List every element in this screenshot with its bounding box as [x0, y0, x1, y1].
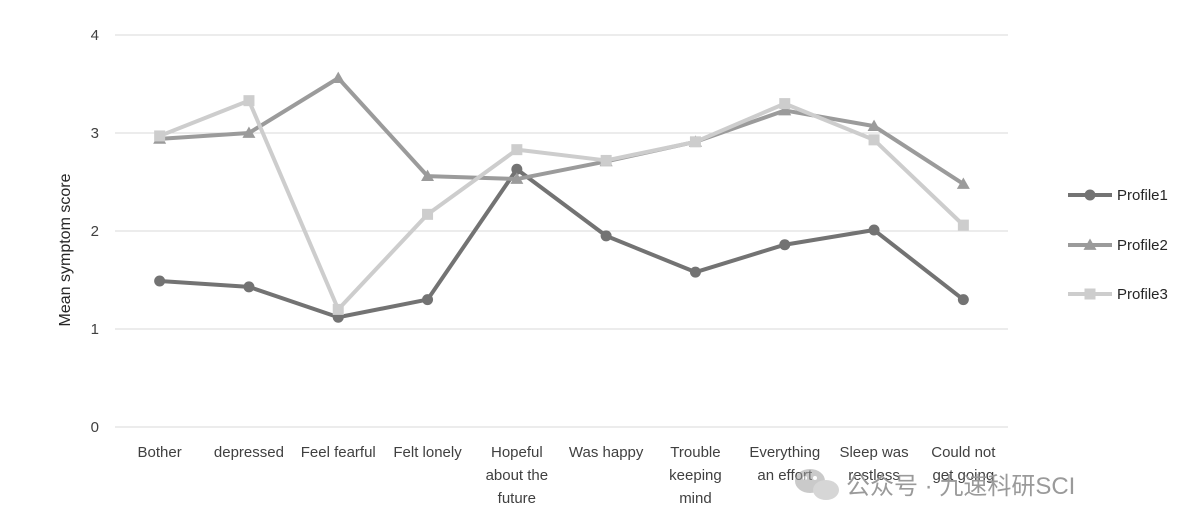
data-point-profile3 [957, 219, 969, 231]
x-category-line: get going [932, 467, 994, 484]
x-category-line: keeping [669, 467, 722, 484]
x-category-line: Could not [931, 444, 996, 461]
legend-label: Profile2 [1117, 237, 1168, 254]
data-point-profile3 [511, 144, 523, 156]
series-lines [158, 76, 965, 320]
legend-label: Profile1 [1117, 187, 1168, 204]
data-point-profile2 [331, 71, 345, 83]
x-category-label: Trouble keeping mind [669, 444, 722, 507]
x-category-line: mind [679, 490, 712, 507]
legend-item-profile1: Profile1 [1068, 187, 1168, 204]
data-point-profile1 [154, 275, 166, 287]
x-category-label: Sleep was restless [839, 444, 908, 484]
data-point-profile3 [332, 303, 344, 315]
data-point-profile3 [779, 98, 791, 110]
x-axis-categories: Bother depressed Feel fearful Felt lonely Ho… [138, 444, 997, 507]
data-point-profile3 [422, 208, 434, 220]
x-category-label: Could not get going [931, 444, 996, 484]
legend-label: Profile3 [1117, 286, 1168, 303]
data-point-profile3 [868, 134, 880, 146]
x-category-line: restless [848, 467, 900, 484]
watermark-text: 公众号 · 九速科研SCI [846, 473, 1075, 500]
watermark: 公众号 · 九速科研SCI [795, 469, 1075, 500]
x-category-line: Everything [749, 444, 820, 461]
x-category-label: depressed [214, 444, 284, 461]
data-point-profile1 [422, 294, 434, 306]
x-category-line: Hopeful [491, 444, 543, 461]
data-point-profile2 [956, 177, 970, 189]
y-tick-label: 0 [91, 419, 99, 436]
x-category-line: future [498, 490, 536, 507]
data-point-profile2 [778, 103, 792, 116]
data-point-profile1 [243, 281, 255, 293]
series-line-profile2 [159, 76, 965, 186]
data-point-profile3 [600, 154, 612, 166]
data-point-profile3 [243, 95, 255, 107]
x-category-label: Was happy [569, 444, 644, 461]
y-tick-label: 4 [91, 27, 99, 44]
series-markers [153, 71, 970, 323]
legend: Profile1 Profile2 Profile3 [1068, 187, 1168, 303]
legend-swatch-marker [1083, 238, 1097, 250]
data-point-profile2 [421, 169, 435, 181]
data-point-profile1 [868, 224, 880, 236]
legend-item-profile3: Profile3 [1068, 286, 1168, 303]
x-category-line: Bother [138, 444, 182, 461]
data-point-profile1 [600, 230, 612, 242]
x-category-line: about the [486, 467, 549, 484]
y-axis-label: Mean symptom score [57, 173, 74, 326]
data-point-profile2 [867, 119, 881, 132]
series-line-profile1 [159, 167, 965, 320]
data-point-profile1 [957, 294, 969, 306]
data-point-profile1 [779, 239, 791, 251]
legend-item-profile2: Profile2 [1068, 237, 1168, 254]
data-point-profile1 [511, 163, 523, 175]
x-category-label: Bother [138, 444, 182, 461]
x-category-line: Was happy [569, 444, 644, 461]
data-point-profile2 [510, 172, 524, 184]
y-tick-label: 1 [91, 321, 99, 338]
x-category-label: Hopeful about the future [486, 444, 549, 507]
legend-swatch-marker [1084, 189, 1096, 201]
data-point-profile3 [689, 136, 701, 148]
x-category-label: Felt lonely [393, 444, 462, 461]
legend-swatch-marker [1084, 288, 1096, 300]
x-category-line: Felt lonely [393, 444, 462, 461]
y-tick-label: 2 [91, 223, 99, 240]
x-category-line: Sleep was [839, 444, 908, 461]
data-point-profile3 [154, 130, 166, 142]
x-category-line: Feel fearful [301, 444, 376, 461]
y-axis-ticks: 0 1 2 3 4 [91, 27, 99, 436]
data-point-profile2 [242, 126, 256, 138]
data-point-profile1 [689, 266, 701, 278]
wechat-icon [795, 469, 839, 500]
x-category-label: Feel fearful [301, 444, 376, 461]
x-category-line: depressed [214, 444, 284, 461]
y-tick-label: 3 [91, 125, 99, 142]
series-line-profile3 [158, 98, 965, 312]
x-category-line: Trouble [670, 444, 720, 461]
